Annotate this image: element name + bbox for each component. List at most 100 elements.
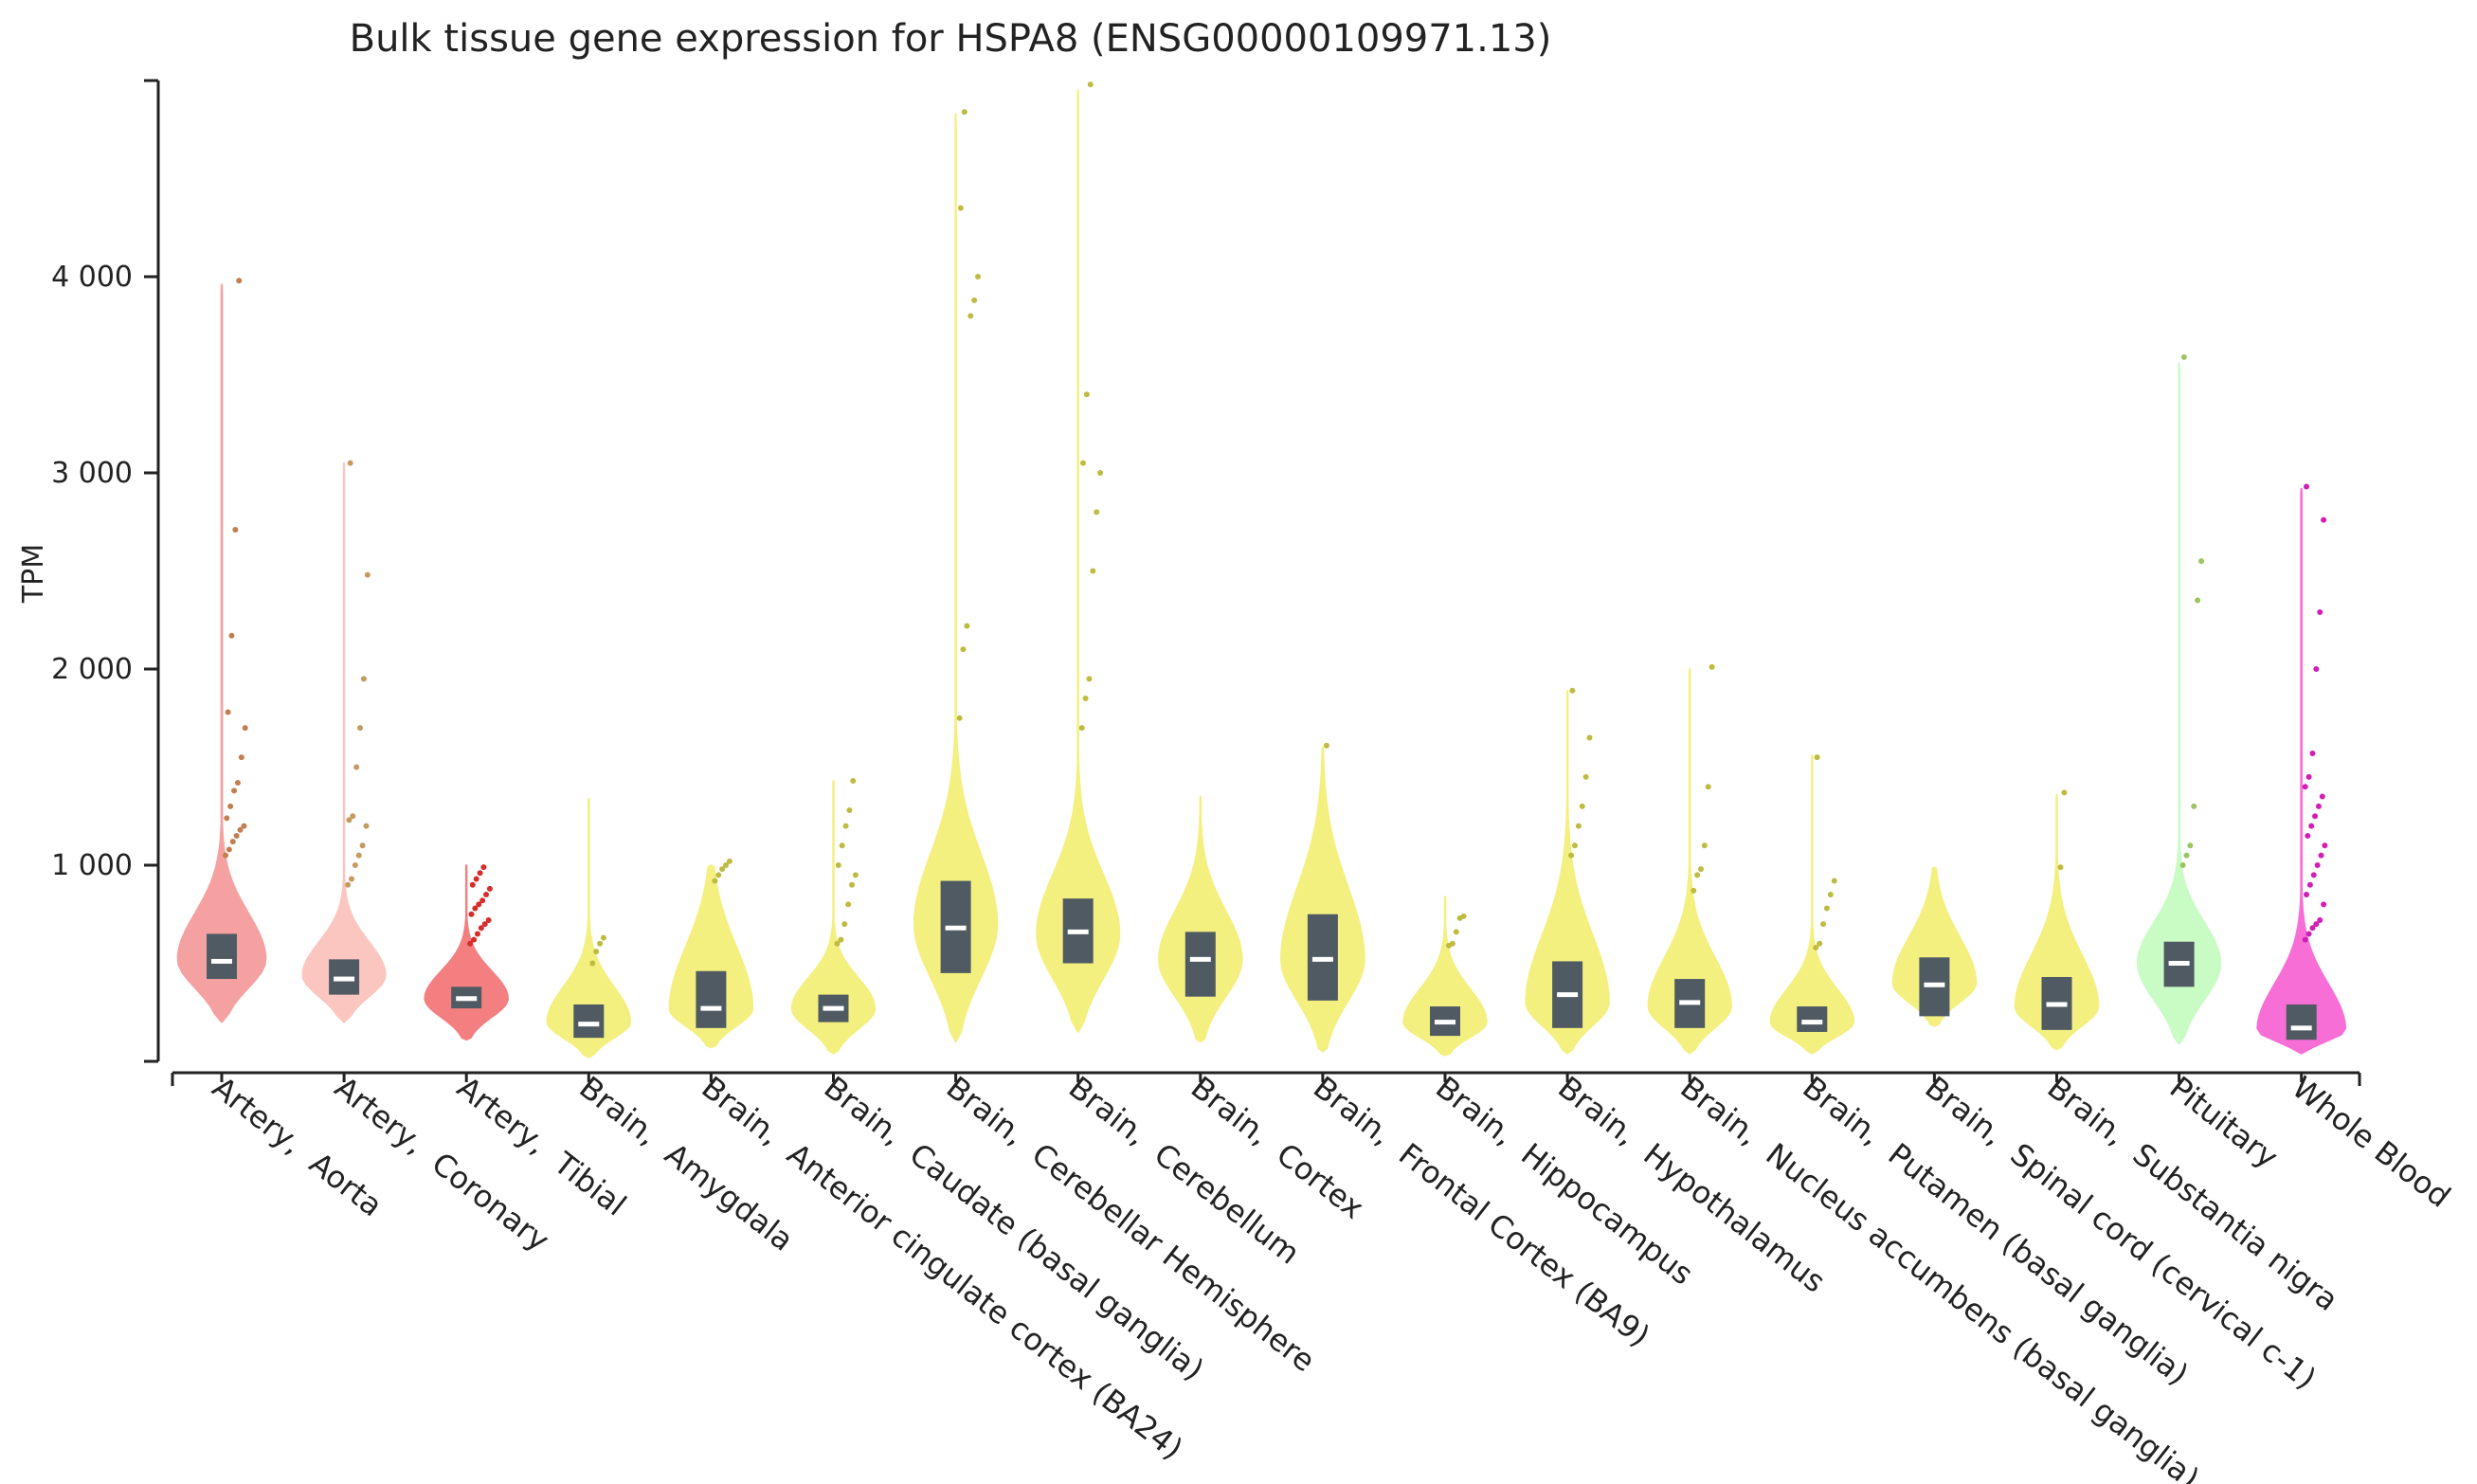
outlier-point <box>1582 773 1589 780</box>
outlier-point <box>1569 687 1576 694</box>
outlier-point <box>850 777 857 784</box>
outlier-point <box>712 878 718 884</box>
violin-group <box>546 797 631 1059</box>
outlier-point <box>236 278 243 284</box>
outlier-point <box>1083 391 1090 398</box>
outlier-point <box>971 297 978 303</box>
outlier-point <box>845 901 852 908</box>
outlier-point <box>589 960 596 967</box>
y-tick-label: 1 000 <box>51 849 133 882</box>
y-axis-label: TPM <box>17 544 50 604</box>
outlier-point <box>483 892 490 898</box>
outlier-point <box>232 527 239 534</box>
violin-body <box>424 864 509 1041</box>
outlier-point <box>1579 803 1585 809</box>
violin-group <box>913 109 999 1043</box>
violin-body <box>1402 896 1488 1057</box>
median-mark <box>1924 982 1945 987</box>
outlier-point <box>2303 483 2309 490</box>
outlier-point <box>2322 842 2328 849</box>
outlier-point <box>1323 742 1329 749</box>
outlier-point <box>1082 696 1089 702</box>
outlier-point <box>364 571 371 578</box>
outlier-point <box>2057 864 2064 871</box>
outlier-point <box>1094 509 1100 516</box>
outlier-point <box>2318 852 2324 859</box>
median-mark <box>211 958 232 964</box>
median-mark <box>1679 1000 1701 1005</box>
outlier-point <box>2312 813 2319 820</box>
outlier-point <box>1813 944 1819 950</box>
outlier-point <box>961 109 967 116</box>
outlier-point <box>2317 608 2323 615</box>
outlier-point <box>2198 558 2205 565</box>
outlier-point <box>1568 852 1575 859</box>
violin-group <box>1280 742 1365 1053</box>
outlier-point <box>1701 842 1708 849</box>
y-axis-ticks: 1 000 2 000 3 000 4 000 <box>51 79 158 1063</box>
violin-group <box>790 777 877 1055</box>
median-mark <box>456 996 478 1002</box>
outlier-point <box>357 725 364 732</box>
outlier-point <box>478 925 484 932</box>
outlier-point <box>231 787 238 794</box>
violin-group <box>668 858 754 1049</box>
violin-group <box>301 460 387 1023</box>
outlier-point <box>1097 470 1104 476</box>
violin-body <box>1036 89 1121 1033</box>
outlier-point <box>835 862 841 868</box>
outlier-point <box>2302 936 2308 943</box>
outlier-point <box>2308 823 2315 829</box>
outlier-point <box>1827 892 1834 898</box>
outlier-point <box>471 936 478 943</box>
outlier-point <box>723 862 730 868</box>
outlier-point <box>2319 793 2325 800</box>
outlier-point <box>1460 913 1467 919</box>
outlier-point <box>242 725 248 732</box>
outlier-point <box>852 872 859 878</box>
outlier-point <box>2310 872 2317 878</box>
violin-body <box>1647 668 1732 1055</box>
median-mark <box>823 1005 844 1011</box>
outlier-point <box>956 715 963 721</box>
outlier-point <box>2314 862 2321 868</box>
median-mark <box>2168 961 2190 966</box>
outlier-point <box>1831 878 1837 884</box>
outlier-point <box>1705 784 1711 790</box>
violin-group <box>1647 663 1732 1055</box>
outlier-point <box>363 823 370 829</box>
violin-group <box>1525 687 1610 1055</box>
outlier-point <box>1709 663 1715 670</box>
outlier-point <box>967 313 974 319</box>
outlier-point <box>348 876 354 882</box>
outlier-point <box>238 754 244 761</box>
outlier-point <box>473 876 479 882</box>
outlier-point <box>233 832 240 839</box>
violin-body <box>301 461 387 1023</box>
median-mark <box>1435 1020 1455 1025</box>
violin-series <box>176 81 2347 1059</box>
median-mark <box>2290 1025 2312 1031</box>
outlier-point <box>2313 921 2320 928</box>
outlier-point <box>1453 929 1459 935</box>
iqr-box <box>573 1004 605 1039</box>
violin-body <box>2014 793 2100 1051</box>
outlier-point <box>485 916 492 923</box>
outlier-point <box>1449 940 1455 947</box>
y-tick-label: 3 000 <box>51 457 133 490</box>
outlier-point <box>2305 931 2312 937</box>
outlier-point <box>229 839 236 845</box>
violin-group <box>176 278 267 1023</box>
outlier-point <box>479 897 486 904</box>
outlier-point <box>2195 597 2201 604</box>
outlier-point <box>481 921 488 928</box>
outlier-point <box>353 764 360 770</box>
outlier-point <box>468 911 475 917</box>
outlier-point <box>726 858 732 864</box>
outlier-point <box>1090 568 1096 574</box>
outlier-point <box>838 936 844 943</box>
x-category-label: Brain, Cerebellum <box>1062 1069 1307 1271</box>
outlier-point <box>2302 784 2308 790</box>
outlier-point <box>228 632 235 639</box>
